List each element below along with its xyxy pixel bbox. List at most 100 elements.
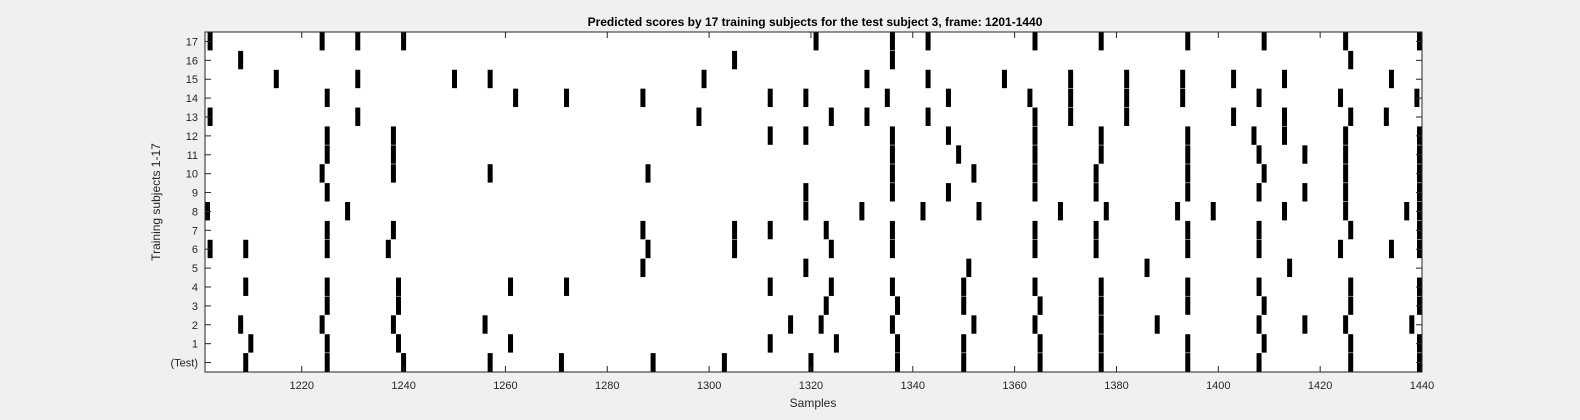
raster-mark (1256, 183, 1262, 202)
raster-mark (1256, 239, 1262, 259)
y-tick-label: (Test) (171, 358, 199, 370)
raster-mark (1343, 315, 1349, 334)
raster-mark (243, 353, 249, 372)
y-tick-label: 15 (186, 74, 198, 86)
raster-mark (1032, 145, 1038, 164)
raster-mark (452, 69, 458, 89)
raster-mark (1098, 277, 1104, 296)
raster-mark (788, 315, 794, 334)
raster-mark (889, 183, 895, 202)
raster-mark (1302, 183, 1308, 202)
raster-mark (971, 315, 977, 334)
raster-mark (1409, 315, 1415, 334)
raster-mark (650, 353, 656, 372)
raster-mark (1093, 220, 1099, 240)
raster-mark (961, 334, 967, 353)
raster-mark (390, 126, 396, 145)
raster-mark (1388, 239, 1394, 259)
raster-mark (1032, 126, 1038, 145)
raster-mark (1032, 32, 1038, 51)
raster-mark (833, 334, 839, 353)
raster-mark (701, 69, 707, 89)
y-tick-label: 16 (186, 55, 198, 67)
raster-mark (1348, 50, 1354, 70)
raster-mark (401, 353, 407, 372)
raster-mark (1185, 164, 1191, 183)
raster-mark (1098, 353, 1104, 372)
raster-mark (818, 315, 824, 334)
raster-mark (976, 202, 982, 221)
raster-mark (1175, 202, 1181, 221)
raster-mark (1261, 32, 1267, 51)
raster-mark (390, 220, 396, 240)
raster-mark (508, 277, 514, 296)
raster-mark (966, 258, 972, 278)
raster-mark (1068, 107, 1074, 126)
raster-mark (864, 69, 870, 89)
raster-mark (319, 32, 325, 51)
raster-mark (1343, 164, 1349, 183)
raster-mark (324, 145, 330, 164)
raster-mark (895, 353, 901, 372)
raster-mark (889, 126, 895, 145)
raster-mark (1185, 277, 1191, 296)
raster-mark (558, 353, 564, 372)
raster-mark (1348, 277, 1354, 296)
raster-mark (324, 239, 330, 259)
x-tick-label: 1280 (595, 380, 619, 392)
raster-mark (808, 353, 814, 372)
raster-mark (1338, 88, 1344, 108)
raster-mark (1103, 202, 1109, 221)
raster-mark (1032, 277, 1038, 296)
raster-mark (645, 164, 651, 183)
raster-mark (1383, 107, 1389, 126)
raster-mark (803, 183, 809, 202)
x-axis-label: Samples (790, 396, 837, 410)
raster-mark (1068, 88, 1074, 108)
raster-mark (1185, 126, 1191, 145)
raster-mark (355, 107, 361, 126)
raster-mark (1185, 32, 1191, 51)
raster-mark (961, 353, 967, 372)
raster-mark (895, 296, 901, 315)
y-axis-label: Training subjects 1-17 (149, 143, 163, 261)
raster-mark (823, 220, 829, 240)
raster-mark (1037, 353, 1043, 372)
raster-mark (945, 88, 951, 108)
raster-mark (1154, 315, 1160, 334)
raster-mark (971, 164, 977, 183)
raster-mark (324, 353, 330, 372)
raster-mark (1348, 296, 1354, 315)
raster-mark (1256, 220, 1262, 240)
raster-mark (1231, 69, 1237, 89)
raster-mark (864, 107, 870, 126)
raster-mark (1256, 277, 1262, 296)
raster-mark (1032, 239, 1038, 259)
raster-mark (889, 220, 895, 240)
raster-mark (889, 32, 895, 51)
raster-mark (828, 107, 834, 126)
raster-mark (961, 296, 967, 315)
x-tick-label: 1360 (1002, 380, 1026, 392)
raster-mark (1098, 296, 1104, 315)
raster-mark (390, 145, 396, 164)
raster-mark (1037, 296, 1043, 315)
x-tick-label: 1300 (697, 380, 721, 392)
raster-mark (324, 296, 330, 315)
y-tick-label: 5 (192, 263, 198, 275)
raster-mark (238, 315, 244, 334)
x-tick-label: 1400 (1206, 380, 1230, 392)
raster-mark (324, 126, 330, 145)
raster-mark (732, 50, 738, 70)
raster-mark (945, 183, 951, 202)
raster-mark (828, 277, 834, 296)
raster-mark (1032, 164, 1038, 183)
raster-mark (767, 126, 773, 145)
raster-mark (1001, 69, 1007, 89)
raster-mark (243, 277, 249, 296)
raster-mark (1185, 220, 1191, 240)
y-tick-label: 4 (192, 282, 198, 294)
raster-mark (482, 315, 488, 334)
raster-mark (1180, 69, 1186, 89)
